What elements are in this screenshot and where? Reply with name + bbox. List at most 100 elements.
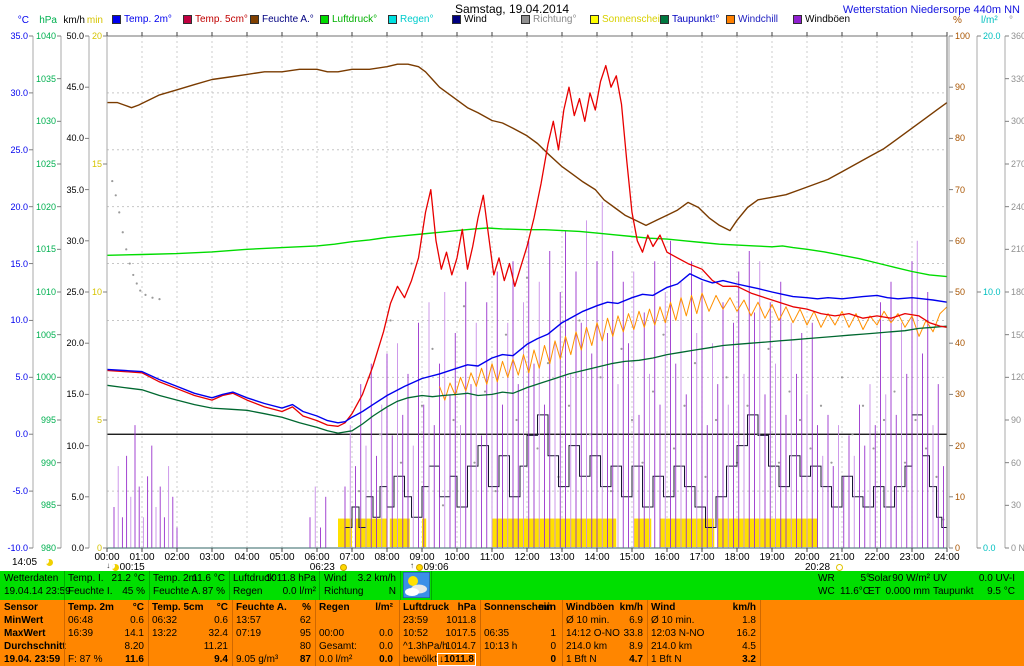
legend-item-wind[interactable]: Wind — [452, 14, 487, 25]
axis-unit-label: min — [86, 15, 103, 26]
legend-item-temp-2m-[interactable]: Temp. 2m° — [112, 14, 172, 25]
axis-tick-label: 20 — [91, 31, 102, 41]
axis-tick-label: 270 W — [1011, 159, 1024, 169]
stats-cell-value: 0.6 — [214, 615, 228, 626]
stats-cell-value: 32.4 — [208, 628, 228, 639]
legend-item-taupunkt-[interactable]: Taupunkt!° — [660, 14, 719, 25]
stats-cell-label: 16:39 — [68, 628, 94, 639]
stats-cell-value: 11.21 — [203, 641, 228, 652]
legend-label: Luftdruck° — [332, 14, 378, 25]
axis-tick-label: 30 — [955, 389, 966, 400]
legend-item-temp-5cm-[interactable]: Temp. 5cm° — [183, 14, 248, 25]
axis-tick-label: 15.0 — [10, 258, 28, 269]
divider — [315, 600, 316, 666]
x-axis-label: 22:00 — [864, 552, 890, 563]
x-axis-label: 06:00 — [304, 552, 330, 563]
axis-unit-label: km/h — [63, 15, 85, 26]
x-axis-label: 03:00 — [199, 552, 225, 563]
axis-tick-label: 50 — [955, 287, 966, 297]
stats-row-label: MaxWert — [4, 628, 46, 639]
stats-cell-value: 0 — [550, 641, 556, 652]
legend-item-windchill[interactable]: Windchill — [726, 14, 778, 25]
divider — [148, 600, 149, 666]
axis-unit-label: hPa — [39, 15, 57, 26]
stats-cell-value: 87 — [299, 654, 311, 665]
x-axis-label: 21:00 — [829, 552, 855, 563]
legend-item-sonnenschein[interactable]: Sonnenschein — [590, 14, 665, 25]
status-label: Solar — [868, 573, 892, 584]
legend-label: Richtung° — [533, 14, 577, 25]
status-label: WR — [818, 573, 835, 584]
stats-col-title: Sonnenschein — [484, 602, 553, 613]
x-axis-label: 05:00 — [269, 552, 295, 563]
axis-tick-label: 1005 — [35, 329, 56, 340]
axis-unit-label: °C — [17, 15, 29, 26]
stats-cell-value: 1011.8 — [446, 615, 476, 626]
x-axis-label: 16:00 — [654, 552, 680, 563]
legend-swatch — [320, 15, 329, 24]
axis-tick-label: 990 — [40, 457, 56, 468]
stats-cell-label: 06:32 — [152, 615, 178, 626]
axis-tick-label: 5.0 — [15, 372, 28, 383]
status-value: N — [388, 586, 396, 597]
stats-cell-value: 62 — [299, 615, 311, 626]
divider — [562, 600, 563, 666]
axis-unit-label: ° — [1009, 15, 1013, 26]
x-axis-label: 23:00 — [899, 552, 925, 563]
stats-cell-value: 0.0 — [379, 641, 393, 652]
sunshine-bar — [389, 518, 410, 547]
axis-unit-label: % — [953, 15, 962, 26]
axis-tick-label: 60 — [955, 235, 966, 246]
axis-tick-label: 10 — [955, 491, 966, 502]
sun-event-label: 09:06 — [423, 562, 449, 573]
stats-col-unit: min — [538, 602, 556, 613]
legend-label: Regen° — [400, 14, 434, 25]
axis-tick-label: 1025 — [35, 159, 56, 169]
axis-tick-label: 80 — [955, 133, 966, 144]
x-axis-label: 07:00 — [339, 552, 365, 563]
status-label: Feuchte A. — [153, 586, 201, 597]
axis-tick-label: 15.0 — [66, 389, 84, 400]
stats-cell-label: 13:57 — [236, 615, 262, 626]
x-axis-label: 19:00 — [759, 552, 785, 563]
axis-tick-label: 1010 — [35, 287, 56, 297]
legend-item-feuchte-a-[interactable]: Feuchte A.° — [250, 14, 314, 25]
axis-tick-label: 20.0 — [983, 31, 1001, 41]
status-label: Feuchte I. — [68, 586, 113, 597]
axis-tick-label: 150 — [1011, 329, 1024, 340]
stats-cell-label: ^1.3hPa/h — [403, 641, 448, 652]
axis-tick-label: 40 — [955, 338, 966, 349]
x-axis-label: 10:00 — [444, 552, 470, 563]
stats-col-title: Regen — [319, 602, 350, 613]
stats-cell-value: 0.0 — [379, 654, 393, 665]
moon-icon — [112, 564, 120, 571]
axis-tick-label: 10.0 — [983, 287, 1001, 297]
sun-event-label: 06:23 — [309, 562, 335, 573]
x-axis-label: 14:00 — [584, 552, 610, 563]
axis-tick-label: 0 — [955, 543, 961, 553]
status-label: Richtung — [324, 586, 364, 597]
divider — [400, 571, 401, 600]
axis-tick-label: 25.0 — [10, 144, 28, 155]
arrow-up-icon: ↑ — [410, 561, 414, 570]
axis-tick-label: 30 — [1011, 500, 1022, 511]
legend-item-luftdruck-[interactable]: Luftdruck° — [320, 14, 377, 25]
axis-tick-label: 10.0 — [66, 440, 84, 451]
sunshine-bar — [717, 518, 818, 547]
axis-tick-label: 35.0 — [10, 31, 28, 41]
status-value: 0.0 UV-I — [978, 573, 1015, 584]
moon-time-label: 14:05 — [12, 557, 38, 568]
stats-cell-value: 33.8 — [623, 628, 643, 639]
legend-item-richtung-[interactable]: Richtung° — [521, 14, 576, 25]
axis-tick-label: 20.0 — [10, 201, 28, 212]
stats-cell-label: 06:35 — [484, 628, 510, 639]
legend-item-windb-en[interactable]: Windböen — [793, 14, 850, 25]
axis-tick-label: 0 — [96, 543, 102, 553]
x-axis-label: 01:00 — [129, 552, 155, 563]
legend-item-regen-[interactable]: Regen° — [388, 14, 433, 25]
axis-tick-label: 210 — [1011, 244, 1024, 255]
stats-col-unit: °C — [216, 602, 228, 613]
x-axis-label: 20:00 — [794, 552, 820, 563]
axis-tick-label: 1020 — [35, 201, 56, 212]
